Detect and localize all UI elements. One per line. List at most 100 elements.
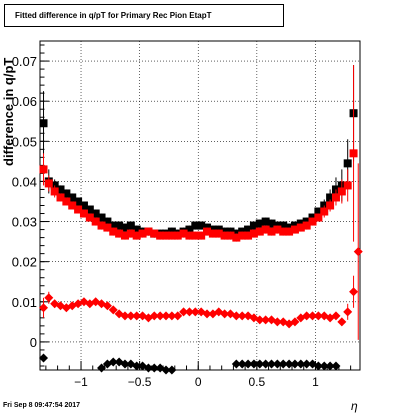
- series-3: [39, 353, 341, 375]
- data-point-square: [56, 193, 65, 202]
- data-point-square: [126, 221, 135, 230]
- data-point-square: [331, 193, 340, 202]
- data-point-square: [197, 221, 206, 230]
- x-tick-label: 1: [312, 375, 319, 389]
- y-tick-label: 0.01: [12, 295, 37, 310]
- series-1: [39, 65, 358, 242]
- data-point-square: [191, 231, 200, 240]
- x-axis-label: η: [351, 399, 358, 413]
- data-point-diamond: [220, 309, 230, 319]
- x-tick-label: 0: [195, 375, 202, 389]
- data-point-square: [68, 201, 77, 210]
- data-point-square: [79, 209, 88, 218]
- data-point-diamond: [243, 359, 253, 369]
- data-point-square: [39, 119, 48, 128]
- data-point-diamond: [261, 359, 271, 369]
- data-point-square: [337, 187, 346, 196]
- data-point-diamond: [284, 359, 294, 369]
- y-tick-label: 0.07: [12, 54, 37, 69]
- data-point-square: [97, 213, 106, 222]
- data-point-diamond: [102, 301, 112, 311]
- data-point-diamond: [120, 359, 130, 369]
- data-point-square: [191, 221, 200, 230]
- data-point-square: [349, 149, 358, 158]
- data-point-square: [320, 207, 329, 216]
- data-point-diamond: [349, 287, 359, 297]
- data-point-diamond: [278, 359, 288, 369]
- data-point-square: [267, 227, 276, 236]
- timestamp: Fri Sep 8 09:47:54 2017: [3, 402, 81, 409]
- data-point-diamond: [44, 293, 54, 303]
- data-point-diamond: [319, 361, 329, 371]
- data-marks: [39, 65, 363, 375]
- data-point-square: [261, 225, 270, 234]
- data-point-square: [138, 229, 147, 238]
- data-point-square: [220, 231, 229, 240]
- data-point-square: [91, 217, 100, 226]
- data-point-diamond: [161, 365, 171, 375]
- data-point-square: [103, 217, 112, 226]
- data-point-diamond: [108, 357, 118, 367]
- data-point-diamond: [331, 361, 341, 371]
- data-point-diamond: [313, 311, 323, 321]
- data-point-diamond: [296, 359, 306, 369]
- data-point-square: [214, 229, 223, 238]
- data-point-diamond: [255, 359, 265, 369]
- data-point-diamond: [167, 311, 177, 321]
- data-point-square: [285, 227, 294, 236]
- data-point-diamond: [39, 353, 49, 363]
- x-tick-label: 0.5: [249, 375, 266, 389]
- data-point-diamond: [237, 311, 247, 321]
- data-point-square: [249, 229, 258, 238]
- data-point-square: [74, 205, 83, 214]
- data-point-square: [173, 231, 182, 240]
- data-point-square: [167, 231, 176, 240]
- data-point-square: [314, 213, 323, 222]
- data-point-diamond: [255, 315, 265, 325]
- data-point-diamond: [249, 359, 259, 369]
- data-point-diamond: [149, 363, 159, 373]
- data-point-diamond: [126, 311, 136, 321]
- data-point-square: [185, 231, 194, 240]
- data-point-square: [179, 229, 188, 238]
- data-point-diamond: [231, 311, 241, 321]
- data-point-diamond: [155, 311, 165, 321]
- data-point-square: [62, 189, 71, 198]
- data-point-square: [261, 217, 270, 226]
- data-point-diamond: [237, 359, 247, 369]
- data-point-diamond: [290, 317, 300, 327]
- data-point-diamond: [132, 361, 142, 371]
- data-point-diamond: [353, 247, 363, 257]
- data-point-square: [132, 225, 141, 234]
- data-point-diamond: [331, 311, 341, 321]
- data-point-square: [85, 205, 94, 214]
- data-point-square: [343, 159, 352, 168]
- tick-labels: −1 −0.5 0 0.5 1 0 0.01 0.02 0.03 0.04 0.05 0.06 0.07: [12, 54, 319, 389]
- x-tick-label: −0.5: [128, 375, 152, 389]
- data-point-diamond: [167, 365, 177, 375]
- data-point-diamond: [120, 311, 130, 321]
- y-tick-label: 0.06: [12, 94, 37, 109]
- data-point-square: [314, 207, 323, 216]
- data-point-square: [150, 229, 159, 238]
- data-point-diamond: [337, 317, 347, 327]
- data-point-square: [203, 227, 212, 236]
- data-point-square: [156, 231, 165, 240]
- data-point-diamond: [161, 311, 171, 321]
- data-point-diamond: [179, 307, 189, 317]
- data-point-square: [208, 229, 217, 238]
- data-point-square: [39, 165, 48, 174]
- data-point-diamond: [343, 307, 353, 317]
- data-point-square: [85, 213, 94, 222]
- data-point-diamond: [190, 307, 200, 317]
- data-point-square: [120, 231, 129, 240]
- y-tick-label: 0.03: [12, 215, 37, 230]
- data-point-square: [290, 225, 299, 234]
- data-point-square: [50, 187, 59, 196]
- data-point-square: [279, 227, 288, 236]
- data-point-square: [97, 221, 106, 230]
- data-point-square: [238, 231, 247, 240]
- data-point-square: [162, 231, 171, 240]
- grid-lines: [40, 41, 360, 370]
